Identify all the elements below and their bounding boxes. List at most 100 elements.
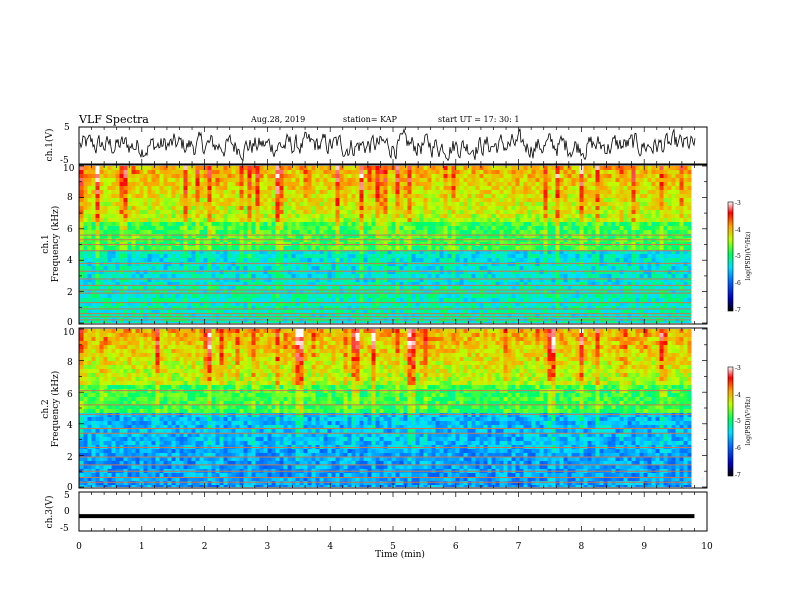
spectrogram-cell	[463, 274, 468, 278]
spectrogram-cell	[519, 186, 524, 190]
ch1-ytick-bottom: -5	[60, 156, 69, 166]
spectrogram-cell	[427, 266, 432, 270]
spectrogram-cell	[299, 198, 304, 202]
spectrogram-cell	[363, 250, 368, 254]
spectrogram-cell	[663, 278, 668, 282]
spectrogram-cell	[603, 278, 608, 282]
spectrogram-cell	[143, 262, 148, 266]
spectrogram-cell	[639, 226, 644, 230]
spectrogram-cell	[555, 266, 560, 270]
spectrogram-cell	[259, 178, 264, 182]
spectrogram-cell	[371, 258, 376, 262]
spectrogram-cell	[255, 286, 260, 290]
spectrogram-cell	[183, 210, 188, 214]
spectrogram-cell	[291, 170, 296, 174]
spectrogram-cell	[563, 262, 568, 266]
spectrogram-cell	[203, 194, 208, 198]
spectrogram-cell	[127, 226, 132, 230]
spectrogram-cell	[659, 278, 664, 282]
spectrogram-cell	[463, 206, 468, 210]
spectrogram-cell	[475, 270, 480, 274]
spectrogram-cell	[335, 234, 340, 238]
spectrogram-cell	[327, 206, 332, 210]
spectrogram-cell	[539, 190, 544, 194]
spectrogram-cell	[315, 286, 320, 290]
spectrogram-cell	[603, 190, 608, 194]
spectrogram-cell	[407, 174, 412, 178]
spectrogram-cell	[611, 206, 616, 210]
spectrogram-cell	[199, 214, 204, 218]
spectrogram-cell	[203, 246, 208, 250]
spectrogram-cell	[183, 278, 188, 282]
spectrogram-cell	[259, 230, 264, 234]
spectrogram-cell	[371, 270, 376, 274]
spectrogram-cell	[503, 226, 508, 230]
spectrogram-cell	[631, 166, 636, 170]
spectrogram-cell	[443, 182, 448, 186]
spectrogram-cell	[627, 254, 632, 258]
spectrogram-cell	[87, 266, 92, 270]
spectrogram-cell	[239, 290, 244, 294]
spectrogram-cell	[595, 258, 600, 262]
spectrogram-cell	[631, 262, 636, 266]
spectrogram-cell	[351, 234, 356, 238]
spectrogram-cell	[495, 218, 500, 222]
spectrogram-cell	[239, 266, 244, 270]
spectrogram-cell	[263, 170, 268, 174]
spectrogram-cell	[483, 274, 488, 278]
spectrogram-cell	[243, 290, 248, 294]
spectrogram-cell	[671, 178, 676, 182]
spectrogram-cell	[299, 222, 304, 226]
spectrogram-cell	[343, 262, 348, 266]
spectrogram-cell	[87, 254, 92, 258]
spectrogram-cell	[551, 258, 556, 262]
spectrogram-cell	[275, 178, 280, 182]
spectrogram-cell	[167, 218, 172, 222]
spectrogram-cell	[519, 286, 524, 290]
spectrogram-cell	[475, 258, 480, 262]
spectrogram-cell	[519, 182, 524, 186]
spectrogram-cell	[179, 254, 184, 258]
spectrogram-cell	[275, 210, 280, 214]
spectrogram-cell	[219, 186, 224, 190]
spectrogram-cell	[283, 198, 288, 202]
spectrogram-cell	[123, 254, 128, 258]
spectrogram-cell	[447, 174, 452, 178]
spectrogram-cell	[299, 294, 304, 298]
spectrogram-cell	[271, 218, 276, 222]
spectrogram-cell	[235, 206, 240, 210]
spectrogram-cell	[307, 174, 312, 178]
spectrogram-cell	[659, 226, 664, 230]
spectrogram-cell	[243, 254, 248, 258]
spectrogram-cell	[255, 274, 260, 278]
spectrogram-cell	[399, 222, 404, 226]
spectrogram-cell	[79, 246, 84, 250]
spectrogram-cell	[171, 222, 176, 226]
spectrogram-cell	[367, 194, 372, 198]
spectrogram-cell	[303, 190, 308, 194]
spectrogram-cell	[151, 206, 156, 210]
spectrogram-cell	[579, 210, 584, 214]
spectrogram-cell	[207, 290, 212, 294]
spectrogram-cell	[155, 254, 160, 258]
spectrogram-cell	[675, 210, 680, 214]
spectrogram-cell	[535, 274, 540, 278]
spectrogram-cell	[319, 178, 324, 182]
spectrogram-cell	[359, 218, 364, 222]
spectrogram-cell	[427, 274, 432, 278]
spectrogram-cell	[179, 258, 184, 262]
spectrogram-cell	[455, 226, 460, 230]
spectrogram-cell	[611, 262, 616, 266]
spectrogram-cell	[383, 222, 388, 226]
spectrogram-cell	[219, 226, 224, 230]
spectrogram-cell	[499, 186, 504, 190]
spectrogram-cell	[683, 282, 688, 286]
spectrogram-cell	[131, 210, 136, 214]
spectrogram-cell	[191, 278, 196, 282]
spectrogram-cell	[167, 226, 172, 230]
spectrogram-cell	[583, 222, 588, 226]
spectrogram-cell	[523, 178, 528, 182]
spectrogram-cell	[431, 214, 436, 218]
spectrogram-cell	[687, 202, 692, 206]
spectrogram-cell	[555, 254, 560, 258]
